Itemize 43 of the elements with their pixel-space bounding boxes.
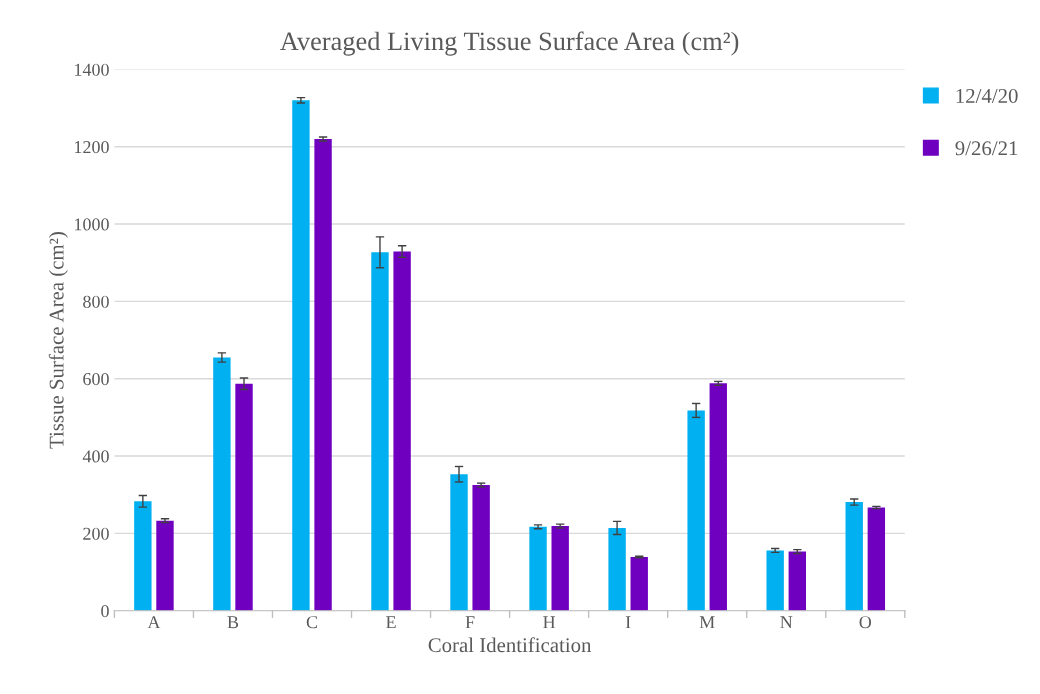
y-tick-label: 1400 bbox=[75, 63, 109, 76]
bar bbox=[450, 474, 468, 611]
bar bbox=[766, 550, 784, 611]
y-tick-label: 200 bbox=[83, 527, 109, 540]
bar bbox=[393, 251, 411, 611]
y-tick-label: 400 bbox=[82, 450, 109, 463]
bar bbox=[314, 139, 332, 611]
x-tick-label: I bbox=[625, 616, 631, 629]
x-tick-label: E bbox=[386, 616, 396, 629]
bar bbox=[235, 383, 253, 611]
bar bbox=[292, 100, 310, 611]
bar bbox=[788, 551, 806, 611]
x-tick-label: B bbox=[227, 616, 239, 629]
x-tick-label: O bbox=[859, 616, 872, 629]
y-tick-label: 800 bbox=[83, 295, 109, 308]
legend-label: 12/4/20 bbox=[956, 88, 1018, 103]
bar bbox=[134, 501, 152, 611]
bar bbox=[529, 526, 547, 611]
x-axis-title: Coral Identification bbox=[428, 637, 592, 653]
x-tick-label: N bbox=[780, 616, 793, 629]
x-tick-label: H bbox=[543, 616, 556, 629]
bar bbox=[709, 383, 727, 611]
bar bbox=[371, 252, 389, 611]
bar bbox=[845, 502, 863, 611]
x-tick-label: F bbox=[465, 616, 475, 629]
bar bbox=[472, 485, 490, 611]
y-tick-label: 1200 bbox=[75, 140, 109, 154]
bar bbox=[687, 410, 705, 611]
y-tick-label: 600 bbox=[83, 372, 109, 386]
legend-label: 9/26/21 bbox=[955, 141, 1018, 156]
x-tick-label: C bbox=[306, 616, 318, 629]
y-tick-label: 1000 bbox=[75, 218, 109, 231]
x-tick-label: M bbox=[699, 616, 715, 629]
bar bbox=[608, 527, 626, 611]
bar bbox=[867, 507, 886, 611]
y-axis-title: Tissue Surface Area (cm²) bbox=[48, 232, 68, 449]
bar bbox=[156, 520, 174, 611]
bar bbox=[551, 526, 569, 611]
bar bbox=[630, 556, 648, 611]
y-tick-label: 0 bbox=[101, 604, 109, 618]
bar bbox=[213, 357, 231, 611]
chart-title: Averaged Living Tissue Surface Area (cm²) bbox=[280, 31, 739, 56]
x-tick-label: A bbox=[147, 616, 161, 629]
